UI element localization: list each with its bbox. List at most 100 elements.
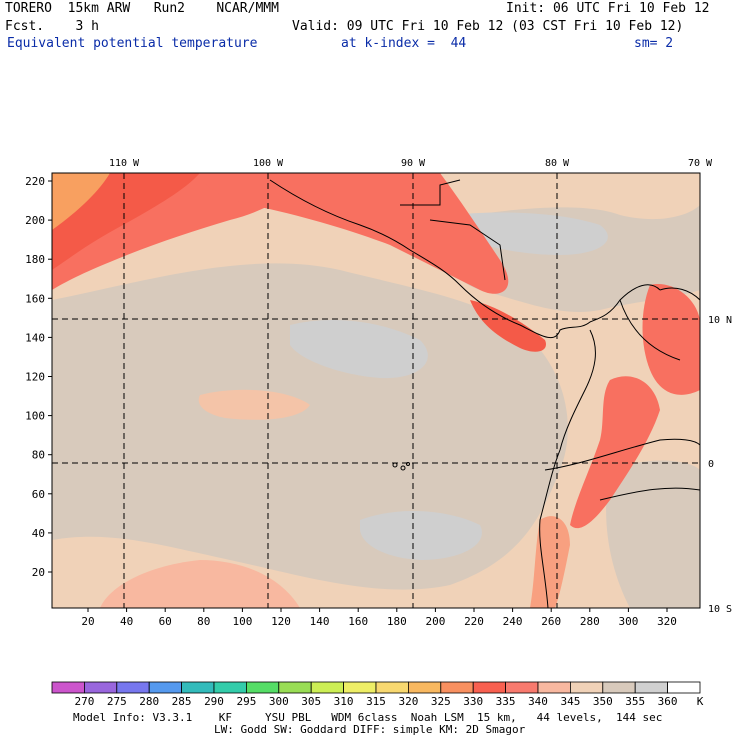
colorbar-label: 280 [139,695,159,708]
bottom-tick-label: 260 [541,615,561,628]
colorbar-swatch [667,681,701,694]
bottom-tick-label: 220 [464,615,484,628]
colorbar-swatch [537,681,571,694]
left-tick-label: 100 [25,410,45,423]
colorbar-label: 350 [593,695,613,708]
theta-e-340-patch-1 [198,389,310,420]
bottom-tick-label: 320 [657,615,677,628]
latitude-labels: 10 N 0 10 S [708,315,732,615]
left-tick-label: 20 [32,566,45,579]
colorbar-swatch [116,681,150,694]
colorbar-swatch [84,681,118,694]
theta-e-355-patch-1 [290,320,428,379]
bottom-tick-label: 200 [425,615,445,628]
colorbar: 270 275 280 285 290 295 300 305 310 315 320 325 330 3… [51,681,704,708]
left-tick-label: 80 [32,449,45,462]
colorbar-label: 295 [236,695,256,708]
latitude-label: 10 N [708,315,732,326]
colorbar-label: 330 [463,695,483,708]
plot-frame [51,172,701,609]
field-title: Equivalent potential temperature [7,36,258,51]
theta-e-350-region-main [52,263,568,590]
bottom-tick-label: 300 [618,615,638,628]
colorbar-swatch [343,681,377,694]
left-tick-label: 160 [25,292,45,305]
colorbar-unit: K [697,695,704,708]
longitude-label: 90 W [401,158,426,169]
header-init-time: Init: 06 UTC Fri 10 Feb 12 [506,1,710,16]
colorbar-label: 325 [431,695,451,708]
left-axis: 220 200 180 160 140 120 100 80 60 40 20 [25,175,52,579]
colorbar-swatch [278,681,312,694]
bottom-tick-label: 60 [159,615,172,628]
header-forecast-hour: Fcst. 3 h [5,19,99,34]
longitude-label: 100 W [253,158,284,169]
longitude-labels: 110 W 100 W 90 W 80 W 70 W [109,158,713,169]
colorbar-label: 275 [107,695,127,708]
colorbar-swatch [570,681,604,694]
colorbar-swatch [245,681,280,694]
theta-e-340-south-patch [100,560,300,608]
colorbar-swatch [634,681,669,694]
theta-e-325-corner [52,173,110,230]
coastlines [269,179,700,608]
theta-e-330-costa-rica [470,300,546,352]
theta-e-330-colombia [642,284,700,395]
bottom-tick-label: 140 [310,615,330,628]
longitude-label: 70 W [688,158,713,169]
bottom-axis: 20 40 60 80 100 120 140 160 180 200 220 240 260 280 30… [81,608,677,628]
bottom-tick-label: 20 [81,615,94,628]
lat-lon-grid [52,173,700,608]
colorbar-swatch [181,681,215,694]
header-run-info: TORERO 15km ARW Run2 NCAR/MMM [5,1,279,16]
colorbar-label: 320 [398,695,418,708]
colorbar-label: 355 [625,695,645,708]
colorbar-swatch [472,681,507,694]
bottom-tick-label: 160 [348,615,368,628]
left-tick-label: 40 [32,527,45,540]
left-tick-label: 120 [25,371,45,384]
left-tick-label: 180 [25,253,45,266]
colorbar-label: 335 [496,695,516,708]
colorbar-swatch [148,681,182,694]
theta-e-350-region-southeast [606,460,700,608]
colorbar-swatch [602,681,636,694]
colorbar-label: 345 [560,695,580,708]
colorbar-swatch [310,681,345,694]
colorbar-swatch [213,681,247,694]
colorbar-label: 305 [301,695,321,708]
longitude-label: 80 W [545,158,570,169]
left-tick-label: 200 [25,214,45,227]
smoothing-label: sm= 2 [634,36,674,51]
left-tick-label: 140 [25,331,45,344]
colorbar-label: 300 [269,695,289,708]
colorbar-label: 310 [334,695,354,708]
latitude-label: 10 S [708,604,732,615]
theta-e-355-patch-3 [360,510,482,560]
left-tick-label: 60 [32,488,45,501]
header-valid-time: Valid: 09 UTC Fri 10 Feb 12 (03 CST Fri … [292,19,684,34]
level-label: at k-index = 44 [341,36,467,51]
bottom-tick-label: 80 [197,615,210,628]
bottom-tick-label: 40 [120,615,133,628]
bottom-tick-label: 100 [232,615,252,628]
bottom-tick-label: 180 [387,615,407,628]
colorbar-swatch [375,681,409,694]
bottom-tick-label: 240 [503,615,523,628]
colorbar-label: 285 [172,695,192,708]
theta-e-330-mexico [200,173,509,294]
colorbar-label: 290 [204,695,224,708]
colorbar-label: 315 [366,695,386,708]
bottom-tick-label: 280 [580,615,600,628]
colorbar-label: 340 [528,695,548,708]
model-info-line-2: LW: Godd SW: Goddard DIFF: simple KM: 2D… [214,723,526,736]
model-info-line-1: Model Info: V3.3.1 KF YSU PBL WDM 6class… [73,711,663,724]
colorbar-swatch [505,681,539,694]
longitude-label: 110 W [109,158,140,169]
left-tick-label: 220 [25,175,45,188]
colorbar-swatch [51,681,85,694]
bottom-tick-label: 120 [271,615,291,628]
plot-area [52,173,700,608]
colorbar-swatch [407,681,442,694]
